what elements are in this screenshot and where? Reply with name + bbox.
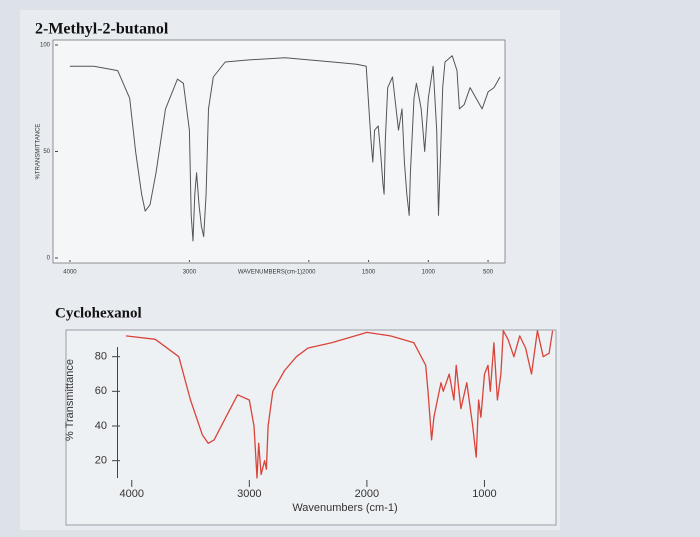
- chart-title: 2-Methyl-2-butanol: [35, 21, 169, 38]
- x-tick-label: 2000: [355, 488, 379, 500]
- spectrum-line: [125, 330, 554, 479]
- y-tick-label: 50: [43, 149, 50, 155]
- x-tick-label: 4000: [63, 270, 77, 276]
- y-tick-label: 20: [95, 455, 107, 467]
- x-tick-label: 3000: [183, 270, 197, 276]
- chart-box: [65, 329, 557, 526]
- x-tick-label: 1500: [362, 270, 376, 276]
- chart-title: Cyclohexanol: [55, 305, 142, 321]
- y-axis-label: % Transmittance: [64, 359, 76, 441]
- y-tick-label: 80: [95, 351, 107, 363]
- spectrum-line: [69, 55, 501, 242]
- plot-frame: [52, 39, 506, 264]
- y-tick-label: 40: [95, 420, 107, 432]
- x-tick-label: 3000: [237, 488, 261, 500]
- x-axis-label: WAVENUMBERS(cm-1): [238, 270, 302, 276]
- y-tick-label: 100: [40, 43, 51, 49]
- y-tick-label: 0: [47, 256, 51, 262]
- x-tick-label: 500: [483, 270, 494, 276]
- x-tick-label: 4000: [120, 488, 144, 500]
- y-axis-label: %TRANSMITTANCE: [36, 124, 42, 180]
- y-tick-label: 60: [95, 385, 107, 397]
- x-tick-label: 1000: [472, 488, 496, 500]
- x-axis-label: Wavenumbers (cm-1): [292, 502, 397, 514]
- x-tick-label: 1000: [422, 270, 436, 276]
- x-tick-label: 2000: [302, 270, 316, 276]
